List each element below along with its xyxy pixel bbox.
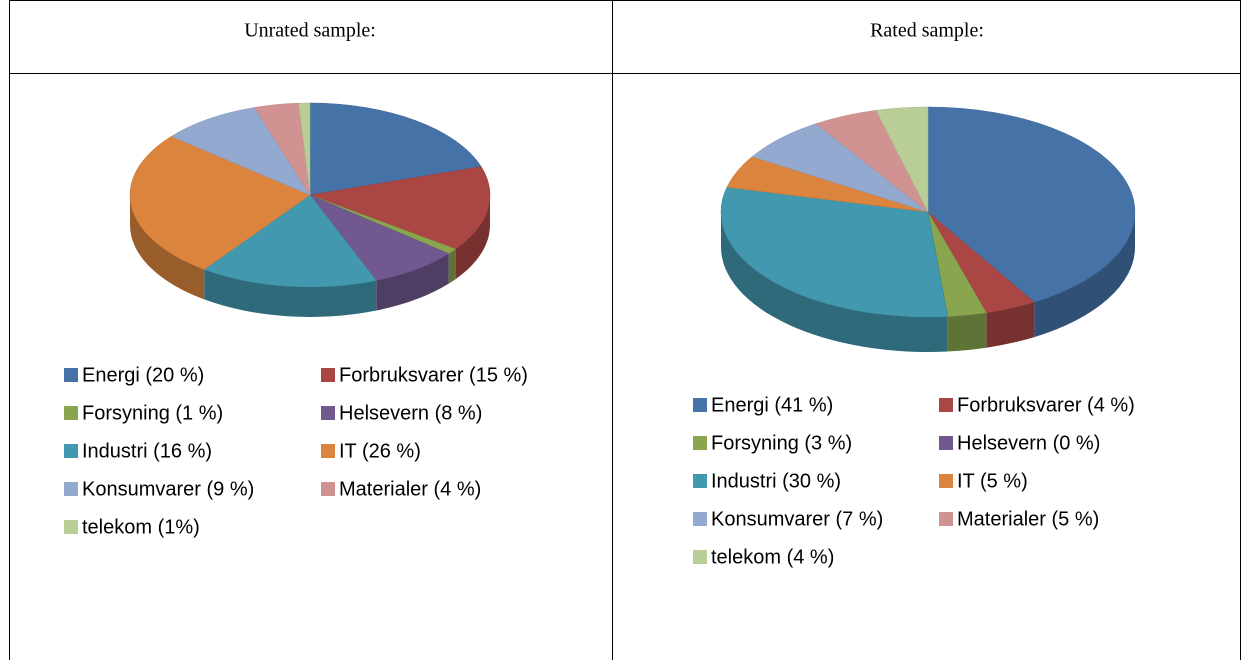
legend-swatch [693,398,707,412]
legend-swatch [321,482,335,496]
pie-slice [875,106,929,213]
legend-label: IT (26 %) [339,440,421,462]
pie-slice [203,194,377,288]
legend-swatch [64,520,78,534]
pie-slice [720,186,948,318]
pie-slice-side [455,195,490,280]
pie-slice [927,106,1136,303]
legend-swatch [939,474,953,488]
legend-swatch [693,550,707,564]
legend-swatch [64,406,78,420]
legend-label: Materialer (4 %) [339,478,481,500]
legend-swatch [939,436,953,450]
column-header: Rated sample: [870,20,984,42]
pie-slice [309,194,450,281]
legend-label: telekom (1%) [82,516,200,538]
legend-label: Forbruksvarer (15 %) [339,364,528,386]
legend-label: Forsyning (3 %) [711,432,852,454]
pie-slice [309,166,491,250]
legend-label: Helsevern (0 %) [957,432,1100,454]
column-header: Unrated sample: [244,20,376,42]
pie-slice [309,102,482,196]
legend-label: IT (5 %) [957,470,1028,492]
pie-slice [129,136,311,270]
legend-swatch [64,444,78,458]
legend-swatch [321,444,335,458]
legend-swatch [693,512,707,526]
pie-slice-side [986,302,1035,348]
legend-label: Forsyning (1 %) [82,402,223,424]
pie-slice-side [721,212,948,353]
legend-swatch [64,368,78,382]
pie-slice-side [1034,212,1135,338]
legend-label: Industri (16 %) [82,440,212,462]
legend-label: telekom (4 %) [711,546,834,568]
legend-label: Energi (41 %) [711,394,833,416]
legend-swatch [693,474,707,488]
legend-swatch [693,436,707,450]
legend-label: Forbruksvarer (4 %) [957,394,1135,416]
legend-swatch [64,482,78,496]
legend-label: Energi (20 %) [82,364,204,386]
legend-label: Industri (30 %) [711,470,841,492]
legend-label: Helsevern (8 %) [339,402,482,424]
pie-slice-side [947,312,987,352]
pie-slice-side [376,253,449,311]
legend-label: Konsumvarer (9 %) [82,478,254,500]
legend-swatch [939,398,953,412]
pie-slice [170,107,311,196]
legend-label: Konsumvarer (7 %) [711,508,883,530]
legend-label: Materialer (5 %) [957,508,1099,530]
pie-slice-side [448,249,456,284]
legend-swatch [939,512,953,526]
legend-swatch [321,368,335,382]
pie-slice-side [130,195,205,300]
pie-slice [298,102,311,196]
legend-swatch [321,406,335,420]
